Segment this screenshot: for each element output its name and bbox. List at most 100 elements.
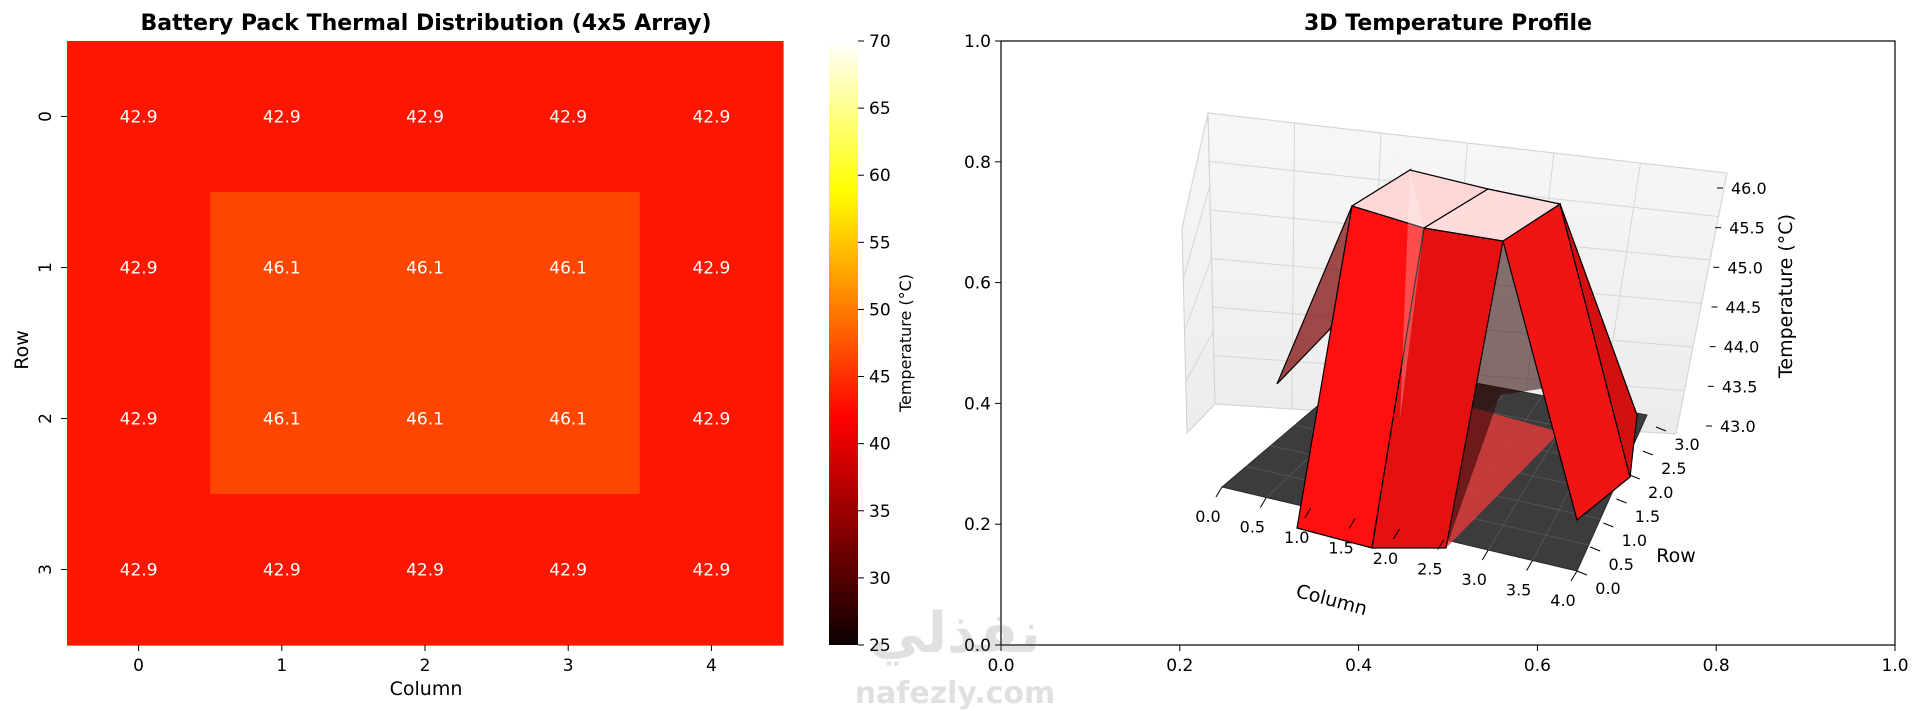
z3d-tick-label: 46.0	[1731, 179, 1767, 198]
heatmap-cell-value: 46.1	[263, 410, 301, 430]
heatmap-cell-value: 42.9	[406, 108, 444, 128]
y3d-axis-label: Row	[1656, 545, 1696, 567]
colorbar	[829, 41, 858, 645]
colorbar-tick-label: 30	[869, 569, 891, 589]
x3d-ticks: 0.0 0.5 1.0 1.5 2.0 2.5 3.0 3.5 4.0	[1195, 486, 1578, 610]
watermark-arabic: نفذلي	[869, 601, 1040, 666]
heatmap-cell-value: 42.9	[263, 561, 301, 581]
x3d-tick-mark	[1393, 528, 1400, 540]
x3d-tick-mark	[1481, 549, 1489, 561]
heatmap-cell	[210, 343, 354, 495]
outer-axes-ticks: 0.0 0.2 0.4 0.6 0.8 1.0 0.0 0.2 0.4 0.6 0.8 1.0	[964, 32, 1909, 676]
y3d-tick-mark	[1603, 522, 1614, 528]
heatmap-cell	[353, 41, 498, 193]
colorbar-tick-label: 35	[869, 502, 891, 522]
colorbar-ticks: 25 30 35 40 45 50 55 60 65 70	[858, 32, 891, 656]
y3d-ticks: 0.0 0.5 1.0 1.5 2.0 2.5 3.0	[1576, 426, 1700, 598]
z3d-tick-label: 43.0	[1720, 417, 1756, 436]
x3d-tick-label: 3.5	[1506, 581, 1531, 600]
y3d-tick-mark	[1589, 546, 1601, 552]
outer-y-tick-label: 0.6	[964, 274, 991, 294]
heatmap-cell-value: 42.9	[549, 108, 587, 128]
pane-gridline	[1186, 403, 1216, 434]
heatmap-y-tick-label: 3	[36, 564, 56, 575]
heatmap-cell	[353, 494, 498, 646]
heatmap-y-ticks: 0 1 2 3	[36, 111, 67, 575]
heatmap-cell	[496, 494, 641, 646]
heatmap-cell	[639, 192, 784, 344]
heatmap-x-tick-label: 3	[563, 656, 574, 676]
colorbar-tick-label: 65	[869, 99, 891, 119]
pane-gridline	[1185, 331, 1214, 382]
y3d-tick-mark	[1576, 570, 1588, 576]
heatmap-cell	[67, 41, 211, 193]
z3d-ticks: 43.0 43.5 44.0 44.5 45.0 45.5 46.0	[1706, 179, 1767, 436]
pane-gridline	[1181, 112, 1209, 229]
x3d-tick-label: 3.0	[1462, 570, 1487, 589]
heatmap-cell	[496, 343, 641, 495]
outer-x-tick-label: 0.6	[1524, 656, 1551, 676]
heatmap-cell	[639, 41, 784, 193]
heatmap-y-tick-label: 1	[36, 262, 56, 273]
y3d-tick-mark	[1655, 426, 1667, 432]
y3d-tick-label: 1.0	[1622, 531, 1647, 550]
outer-y-tick-label: 1.0	[964, 32, 991, 52]
heatmap-cell	[639, 494, 784, 646]
watermark-latin: nafezly.com	[855, 676, 1056, 711]
y3d-tick-label: 3.0	[1674, 435, 1699, 454]
pane-gridline	[1184, 258, 1212, 331]
z3d-tick-label: 44.5	[1726, 298, 1762, 317]
heatmap-cell	[639, 343, 784, 495]
outer-x-tick-label: 0.2	[1166, 656, 1193, 676]
heatmap-y-tick-label: 0	[36, 111, 56, 122]
y3d-tick-label: 2.0	[1648, 483, 1673, 502]
heatmap-cell	[210, 192, 354, 344]
x3d-tick-label: 2.0	[1373, 549, 1398, 568]
heatmap-cell	[210, 41, 354, 193]
heatmap-cell-value: 42.9	[120, 259, 158, 279]
x3d-tick-mark	[1570, 570, 1578, 582]
x3d-tick-mark	[1348, 518, 1356, 529]
y3d-tick-label: 1.5	[1635, 507, 1660, 526]
heatmap-cell-value: 42.9	[692, 561, 730, 581]
outer-x-tick-label: 0.0	[987, 656, 1014, 676]
outer-axes-frame	[1000, 40, 1896, 646]
heatmap-cell-value: 42.9	[549, 561, 587, 581]
z3d-tick-label: 44.0	[1724, 338, 1760, 357]
profile-3d-title: 3D Temperature Profile	[1304, 11, 1592, 36]
heatmap-cell-value: 42.9	[692, 259, 730, 279]
colorbar-tick-label: 50	[869, 300, 891, 320]
heatmap-cell	[67, 192, 211, 344]
heatmap-cell	[353, 192, 498, 344]
colorbar-tick-label: 55	[869, 233, 891, 253]
heatmap-x-label: Column	[390, 678, 463, 700]
heatmap-panel: Battery Pack Thermal Distribution (4x5 A…	[11, 11, 915, 700]
heatmap-x-tick-label: 4	[706, 656, 717, 676]
z3d-axis-label: Temperature (°C)	[1775, 214, 1797, 379]
heatmap-cell-labels: 42.9 42.9 42.9 42.9 42.9 42.9 46.1 46.1 46.1 42.9…	[120, 108, 731, 581]
outer-y-tick-label: 0.8	[964, 153, 991, 173]
heatmap-cells	[67, 41, 784, 646]
heatmap-cell	[496, 41, 641, 193]
heatmap-cell	[67, 343, 211, 495]
plateau-top-right-cell	[1422, 188, 1562, 242]
heatmap-cell-value: 46.1	[263, 259, 301, 279]
outer-x-tick-label: 0.4	[1345, 656, 1372, 676]
plateau-right-end-face	[1559, 203, 1638, 478]
heatmap-x-tick-label: 0	[133, 656, 144, 676]
heatmap-cell	[496, 192, 641, 344]
heatmap-cell	[353, 343, 498, 495]
colorbar-tick-label: 40	[869, 435, 891, 455]
colorbar-tick-label: 45	[869, 368, 891, 388]
x3d-tick-label: 2.5	[1417, 560, 1442, 579]
x3d-tick-label: 0.0	[1195, 507, 1220, 526]
outer-y-tick-label: 0.2	[964, 515, 991, 535]
heatmap-y-tick-label: 2	[36, 413, 56, 424]
colorbar-tick-label: 25	[869, 636, 891, 656]
pane-gridline	[1182, 185, 1211, 280]
heatmap-cell-value: 42.9	[263, 108, 301, 128]
heatmap-x-tick-label: 2	[420, 656, 431, 676]
z3d-tick-label: 45.5	[1729, 219, 1765, 238]
heatmap-cell	[67, 494, 211, 646]
